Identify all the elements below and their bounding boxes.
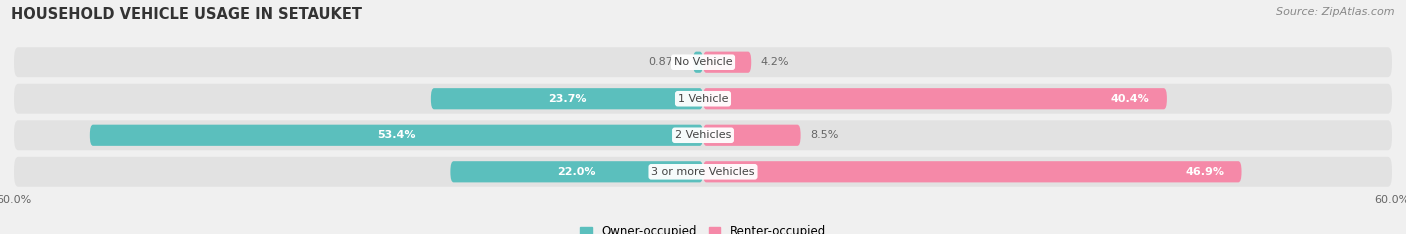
- FancyBboxPatch shape: [703, 52, 751, 73]
- FancyBboxPatch shape: [693, 52, 703, 73]
- Text: HOUSEHOLD VEHICLE USAGE IN SETAUKET: HOUSEHOLD VEHICLE USAGE IN SETAUKET: [11, 7, 363, 22]
- Text: 53.4%: 53.4%: [377, 130, 416, 140]
- Legend: Owner-occupied, Renter-occupied: Owner-occupied, Renter-occupied: [575, 220, 831, 234]
- Text: Source: ZipAtlas.com: Source: ZipAtlas.com: [1277, 7, 1395, 17]
- FancyBboxPatch shape: [14, 47, 1392, 77]
- FancyBboxPatch shape: [703, 161, 1241, 182]
- Text: No Vehicle: No Vehicle: [673, 57, 733, 67]
- FancyBboxPatch shape: [90, 125, 703, 146]
- FancyBboxPatch shape: [430, 88, 703, 109]
- Text: 23.7%: 23.7%: [548, 94, 586, 104]
- Text: 8.5%: 8.5%: [810, 130, 838, 140]
- FancyBboxPatch shape: [14, 84, 1392, 114]
- FancyBboxPatch shape: [703, 88, 1167, 109]
- Text: 22.0%: 22.0%: [557, 167, 596, 177]
- FancyBboxPatch shape: [703, 125, 800, 146]
- FancyBboxPatch shape: [450, 161, 703, 182]
- Text: 0.87%: 0.87%: [648, 57, 683, 67]
- Text: 46.9%: 46.9%: [1185, 167, 1225, 177]
- Text: 2 Vehicles: 2 Vehicles: [675, 130, 731, 140]
- Text: 40.4%: 40.4%: [1111, 94, 1150, 104]
- Text: 3 or more Vehicles: 3 or more Vehicles: [651, 167, 755, 177]
- Text: 1 Vehicle: 1 Vehicle: [678, 94, 728, 104]
- FancyBboxPatch shape: [14, 120, 1392, 150]
- FancyBboxPatch shape: [14, 157, 1392, 187]
- Text: 4.2%: 4.2%: [761, 57, 789, 67]
